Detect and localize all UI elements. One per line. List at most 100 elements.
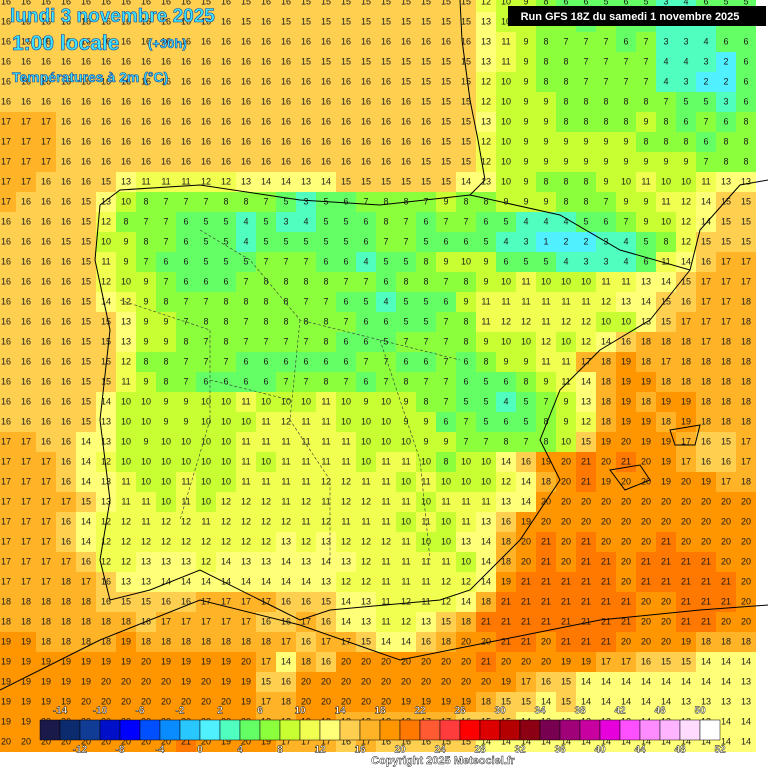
temperature-value: 20 xyxy=(101,696,111,706)
temperature-value: 13 xyxy=(101,436,111,446)
temperature-value: 21 xyxy=(501,616,511,626)
temperature-value: 20 xyxy=(681,496,691,506)
temperature-cell xyxy=(36,272,56,292)
temperature-cell xyxy=(576,352,596,372)
temperature-value: 14 xyxy=(701,736,711,746)
temperature-cell xyxy=(16,252,36,272)
temperature-cell xyxy=(196,192,216,212)
temperature-cell xyxy=(516,132,536,152)
temperature-value: 16 xyxy=(161,0,171,6)
temperature-value: 15 xyxy=(141,596,151,606)
temperature-cell xyxy=(456,632,476,652)
temperature-value: 8 xyxy=(443,456,448,466)
temperature-cell xyxy=(456,452,476,472)
temperature-cell xyxy=(156,492,176,512)
temperature-cell xyxy=(576,692,596,712)
temperature-cell xyxy=(376,92,396,112)
temperature-cell xyxy=(416,612,436,632)
temperature-cell xyxy=(716,372,736,392)
temperature-cell xyxy=(676,192,696,212)
temperature-cell xyxy=(316,392,336,412)
temperature-value: 10 xyxy=(121,276,131,286)
temperature-cell xyxy=(0,692,16,712)
temperature-cell xyxy=(376,452,396,472)
temperature-value: 18 xyxy=(741,316,751,326)
temperature-cell xyxy=(336,192,356,212)
temperature-value: 7 xyxy=(143,256,148,266)
temperature-cell xyxy=(476,252,496,272)
temperature-cell xyxy=(356,352,376,372)
temperature-cell xyxy=(696,512,716,532)
temperature-cell xyxy=(296,92,316,112)
temperature-cell xyxy=(76,352,96,372)
temperature-value: 3 xyxy=(683,76,688,86)
temperature-cell xyxy=(456,152,476,172)
temperature-cell xyxy=(176,32,196,52)
temperature-value: 16 xyxy=(381,156,391,166)
temperature-value: 6 xyxy=(463,236,468,246)
temperature-cell xyxy=(636,392,656,412)
temperature-cell xyxy=(216,552,236,572)
temperature-cell xyxy=(156,672,176,692)
temperature-cell xyxy=(216,572,236,592)
temperature-cell xyxy=(156,32,176,52)
temperature-cell xyxy=(656,652,676,672)
temperature-cell xyxy=(96,612,116,632)
temperature-cell xyxy=(476,532,496,552)
colorbar-label: 50 xyxy=(694,706,706,717)
temperature-value: 16 xyxy=(141,156,151,166)
temperature-cell xyxy=(156,12,176,32)
temperature-cell xyxy=(236,292,256,312)
temperature-cell xyxy=(416,432,436,452)
temperature-value: 7 xyxy=(423,196,428,206)
temperature-value: 7 xyxy=(603,196,608,206)
temperature-value: 9 xyxy=(503,196,508,206)
temperature-cell xyxy=(396,12,416,32)
temperature-value: 15 xyxy=(321,16,331,26)
temperature-value: 16 xyxy=(41,336,51,346)
temperature-cell xyxy=(156,132,176,152)
temperature-cell xyxy=(276,672,296,692)
temperature-value: 16 xyxy=(321,656,331,666)
temperature-cell xyxy=(96,452,116,472)
temperature-cell xyxy=(396,532,416,552)
temperature-value: 9 xyxy=(503,356,508,366)
colorbar-swatch xyxy=(379,719,401,741)
temperature-value: 20 xyxy=(641,516,651,526)
temperature-value: 16 xyxy=(441,36,451,46)
temperature-cell xyxy=(676,372,696,392)
temperature-value: 17 xyxy=(201,616,211,626)
temperature-value: 16 xyxy=(181,136,191,146)
temperature-value: 15 xyxy=(521,696,531,706)
temperature-cell xyxy=(716,672,736,692)
temperature-value: 19 xyxy=(21,716,31,726)
temperature-value: 14 xyxy=(321,556,331,566)
temperature-value: 3 xyxy=(283,216,288,226)
temperature-value: 8 xyxy=(403,196,408,206)
temperature-value: 8 xyxy=(563,116,568,126)
temperature-cell xyxy=(676,692,696,712)
temperature-cell xyxy=(716,52,736,72)
temperature-cell xyxy=(316,292,336,312)
temperature-value: 11 xyxy=(381,496,390,506)
temperature-cell xyxy=(276,472,296,492)
temperature-cell xyxy=(276,512,296,532)
temperature-value: 17 xyxy=(261,656,271,666)
temperature-cell xyxy=(156,612,176,632)
temperature-cell xyxy=(436,132,456,152)
temperature-cell xyxy=(256,32,276,52)
temperature-cell xyxy=(476,0,496,12)
temperature-value: 14 xyxy=(561,736,571,746)
temperature-cell xyxy=(436,92,456,112)
temperature-value: 10 xyxy=(221,396,231,406)
temperature-cell xyxy=(296,612,316,632)
temperature-cell xyxy=(576,592,596,612)
temperature-cell xyxy=(736,232,756,252)
temperature-cell xyxy=(636,352,656,372)
temperature-cell xyxy=(616,552,636,572)
temperature-cell xyxy=(616,672,636,692)
temperature-value: 12 xyxy=(161,516,171,526)
temperature-value: 17 xyxy=(21,116,31,126)
temperature-cell xyxy=(376,672,396,692)
temperature-cell xyxy=(136,232,156,252)
